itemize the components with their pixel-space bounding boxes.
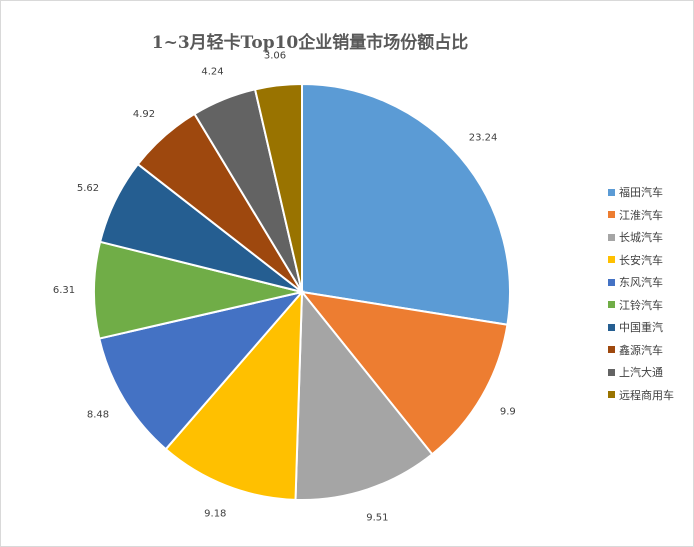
data-label-2: 9.9 [500, 407, 516, 418]
legend-label: 东风汽车 [619, 276, 663, 290]
legend-swatch [608, 256, 615, 264]
legend-swatch [608, 278, 615, 286]
data-label-9: 4.24 [201, 67, 223, 78]
legend-swatch [608, 346, 615, 354]
legend-item: 远程商用车 [608, 384, 674, 407]
legend-item: 福田汽车 [608, 181, 674, 204]
legend-label: 中国重汽 [619, 321, 663, 335]
data-label-1: 23.24 [469, 133, 498, 144]
data-label-10: 3.06 [264, 51, 286, 62]
legend-label: 江铃汽车 [619, 298, 663, 312]
data-label-4: 9.18 [204, 509, 226, 520]
legend-label: 上汽大通 [619, 366, 663, 380]
legend-item: 鑫源汽车 [608, 339, 674, 362]
legend-item: 东风汽车 [608, 271, 674, 294]
pie-slice-2 [299, 290, 509, 456]
legend-item: 江铃汽车 [608, 294, 674, 317]
pie-slice-10 [253, 82, 303, 293]
legend-label: 福田汽车 [619, 186, 663, 200]
legend-swatch [608, 368, 615, 376]
data-label-6: 6.31 [53, 285, 75, 296]
legend-label: 远程商用车 [619, 388, 674, 402]
legend-swatch [608, 323, 615, 331]
legend-label: 鑫源汽车 [619, 343, 663, 357]
legend-swatch [608, 301, 615, 309]
legend-swatch [608, 233, 615, 241]
legend-item: 中国重汽 [608, 316, 674, 339]
legend-label: 江淮汽车 [619, 208, 663, 222]
legend-item: 长安汽车 [608, 249, 674, 272]
data-label-8: 4.92 [133, 109, 155, 120]
legend-swatch [608, 188, 615, 196]
pie-slice-5 [98, 290, 305, 451]
legend-swatch [608, 391, 615, 399]
legend-item: 江淮汽车 [608, 204, 674, 227]
legend-label: 长城汽车 [619, 231, 663, 245]
legend-label: 长安汽车 [619, 253, 663, 267]
pie-slice-6 [93, 240, 303, 340]
data-label-5: 8.48 [87, 410, 109, 421]
pie-slice-4 [164, 289, 304, 501]
legend-swatch [608, 211, 615, 219]
pie-slice-3 [294, 289, 434, 501]
legend-item: 上汽大通 [608, 361, 674, 384]
legend-item: 长城汽车 [608, 226, 674, 249]
chart-title: 1~3月轻卡Top10企业销量市场份额占比 [151, 33, 469, 53]
legend: 福田汽车江淮汽车长城汽车长安汽车东风汽车江铃汽车中国重汽鑫源汽车上汽大通远程商用… [608, 181, 674, 406]
data-label-3: 9.51 [366, 513, 388, 524]
data-label-7: 5.62 [77, 183, 99, 194]
pie-slice-1 [301, 82, 511, 326]
